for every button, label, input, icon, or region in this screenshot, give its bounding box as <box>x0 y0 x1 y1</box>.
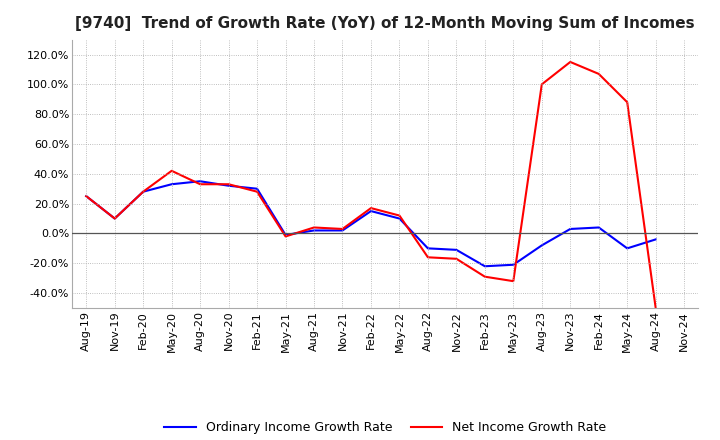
Net Income Growth Rate <box>480 274 489 279</box>
Net Income Growth Rate <box>82 194 91 199</box>
Legend: Ordinary Income Growth Rate, Net Income Growth Rate: Ordinary Income Growth Rate, Net Income … <box>159 416 611 439</box>
Net Income Growth Rate <box>537 82 546 87</box>
Line: Ordinary Income Growth Rate: Ordinary Income Growth Rate <box>86 181 656 266</box>
Net Income Growth Rate <box>595 71 603 77</box>
Ordinary Income Growth Rate <box>196 179 204 184</box>
Line: Net Income Growth Rate: Net Income Growth Rate <box>86 62 656 308</box>
Ordinary Income Growth Rate <box>338 228 347 233</box>
Net Income Growth Rate <box>566 59 575 65</box>
Title: [9740]  Trend of Growth Rate (YoY) of 12-Month Moving Sum of Incomes: [9740] Trend of Growth Rate (YoY) of 12-… <box>76 16 695 32</box>
Ordinary Income Growth Rate <box>652 237 660 242</box>
Ordinary Income Growth Rate <box>82 194 91 199</box>
Ordinary Income Growth Rate <box>537 243 546 248</box>
Net Income Growth Rate <box>196 182 204 187</box>
Net Income Growth Rate <box>652 305 660 311</box>
Ordinary Income Growth Rate <box>110 216 119 221</box>
Ordinary Income Growth Rate <box>310 228 318 233</box>
Net Income Growth Rate <box>282 234 290 239</box>
Ordinary Income Growth Rate <box>566 226 575 231</box>
Ordinary Income Growth Rate <box>509 262 518 268</box>
Net Income Growth Rate <box>423 255 432 260</box>
Ordinary Income Growth Rate <box>452 247 461 253</box>
Ordinary Income Growth Rate <box>282 232 290 238</box>
Ordinary Income Growth Rate <box>253 186 261 191</box>
Net Income Growth Rate <box>509 279 518 284</box>
Ordinary Income Growth Rate <box>623 246 631 251</box>
Ordinary Income Growth Rate <box>395 216 404 221</box>
Net Income Growth Rate <box>225 182 233 187</box>
Net Income Growth Rate <box>253 189 261 194</box>
Net Income Growth Rate <box>452 256 461 261</box>
Net Income Growth Rate <box>366 205 375 211</box>
Ordinary Income Growth Rate <box>139 189 148 194</box>
Ordinary Income Growth Rate <box>480 264 489 269</box>
Ordinary Income Growth Rate <box>225 183 233 188</box>
Ordinary Income Growth Rate <box>423 246 432 251</box>
Net Income Growth Rate <box>338 226 347 231</box>
Ordinary Income Growth Rate <box>167 182 176 187</box>
Net Income Growth Rate <box>139 189 148 194</box>
Net Income Growth Rate <box>167 168 176 173</box>
Net Income Growth Rate <box>623 99 631 105</box>
Net Income Growth Rate <box>110 216 119 221</box>
Ordinary Income Growth Rate <box>595 225 603 230</box>
Net Income Growth Rate <box>395 213 404 218</box>
Net Income Growth Rate <box>310 225 318 230</box>
Ordinary Income Growth Rate <box>366 209 375 214</box>
